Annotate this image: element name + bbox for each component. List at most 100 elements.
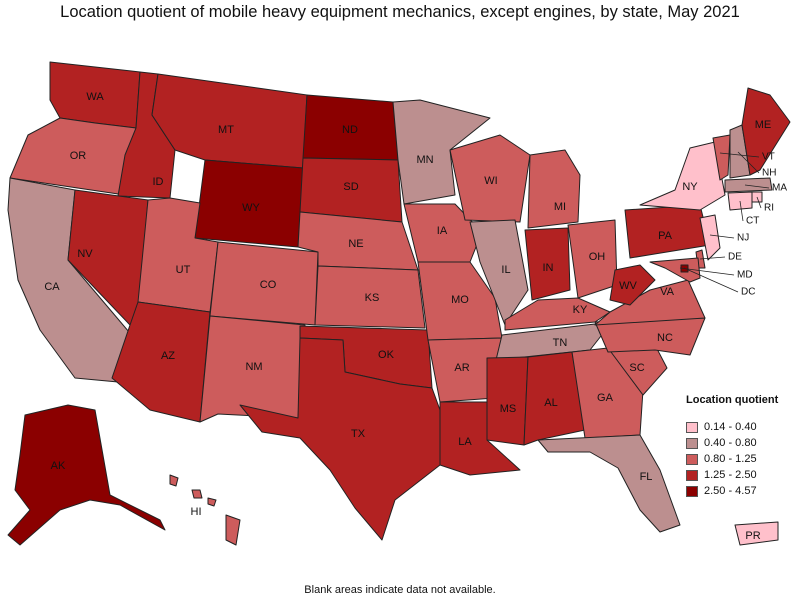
- state-ny: [639, 141, 726, 211]
- state-ks: [314, 265, 426, 329]
- label-leader-line: [699, 256, 726, 260]
- state-label-ks: KS: [365, 292, 380, 304]
- state-label-ky: KY: [573, 304, 588, 316]
- state-label-al: AL: [544, 397, 557, 409]
- state-hi: [169, 474, 241, 546]
- state-label-va: VA: [660, 286, 675, 298]
- state-label-az: AZ: [161, 350, 175, 362]
- map-title: Location quotient of mobile heavy equipm…: [60, 3, 740, 21]
- state-label-ar: AR: [454, 362, 469, 374]
- state-label-mi: MI: [554, 201, 566, 213]
- state-label-id: ID: [153, 176, 164, 188]
- state-label-mo: MO: [451, 294, 469, 306]
- state-label-in: IN: [543, 262, 554, 274]
- legend-item: 0.14 - 0.40: [686, 419, 796, 435]
- state-tx: [239, 337, 441, 541]
- state-mo: [417, 261, 503, 341]
- state-label-de: DE: [728, 252, 742, 263]
- state-ms: [486, 356, 529, 446]
- legend-item: 1.25 - 2.50: [686, 467, 796, 483]
- state-label-wa: WA: [86, 91, 104, 103]
- label-leader-line: [719, 152, 760, 158]
- state-label-ne: NE: [348, 238, 363, 250]
- state-label-ak: AK: [51, 460, 66, 472]
- legend-label: 0.40 - 0.80: [704, 437, 757, 449]
- label-leader-line: [739, 200, 744, 222]
- state-label-pr: PR: [745, 530, 760, 542]
- label-leader-line: [756, 196, 762, 209]
- legend-swatch: [686, 485, 698, 497]
- state-pr: [734, 521, 779, 546]
- legend-label: 2.50 - 4.57: [704, 485, 757, 497]
- state-label-wi: WI: [484, 175, 497, 187]
- state-label-co: CO: [260, 279, 277, 291]
- legend-label: 1.25 - 2.50: [704, 469, 757, 481]
- label-leader-line: [709, 234, 735, 239]
- state-label-ok: OK: [378, 349, 395, 361]
- state-label-mt: MT: [218, 124, 234, 136]
- state-shapes: [7, 61, 791, 546]
- legend-label: 0.80 - 1.25: [704, 453, 757, 465]
- state-label-nj: NJ: [737, 233, 749, 244]
- legend-label: 0.14 - 0.40: [704, 421, 757, 433]
- state-label-il: IL: [501, 264, 510, 276]
- state-labels: WA OR CA ID NV MT WY UT AZ CO NM ND SD NE KS OK TX MN IA MO…: [44, 91, 787, 542]
- legend-item: 0.80 - 1.25: [686, 451, 796, 467]
- legend-swatch: [686, 437, 698, 449]
- state-label-vt: VT: [762, 152, 775, 163]
- state-ma: [724, 177, 773, 193]
- state-mt: [151, 73, 308, 169]
- state-fl: [537, 434, 681, 533]
- state-in: [524, 227, 571, 301]
- state-label-tn: TN: [553, 337, 568, 349]
- state-label-sd: SD: [343, 181, 358, 193]
- state-label-nv: NV: [77, 248, 93, 260]
- state-wi: [449, 134, 531, 223]
- legend-swatch: [686, 453, 698, 465]
- state-label-wy: WY: [242, 202, 260, 214]
- label-leader-line: [679, 267, 735, 276]
- state-label-ct: CT: [746, 216, 759, 227]
- state-label-oh: OH: [589, 251, 606, 263]
- state-label-ms: MS: [500, 403, 517, 415]
- state-label-nm: NM: [245, 361, 262, 373]
- state-vt: [712, 134, 731, 181]
- state-label-sc: SC: [629, 362, 644, 374]
- state-mi: [527, 149, 581, 229]
- state-label-ga: GA: [597, 392, 614, 404]
- label-leader-line: [737, 151, 760, 174]
- state-label-ny: NY: [682, 181, 698, 193]
- legend-swatch: [686, 421, 698, 433]
- state-va: [594, 279, 706, 326]
- label-leader-line: [683, 267, 739, 293]
- state-label-fl: FL: [640, 471, 653, 483]
- state-label-mn: MN: [416, 154, 433, 166]
- state-label-ma: MA: [772, 183, 787, 194]
- legend-swatch: [686, 469, 698, 481]
- legend: Location quotient 0.14 - 0.40 0.40 - 0.8…: [686, 394, 796, 499]
- legend-item: 0.40 - 0.80: [686, 435, 796, 451]
- state-mn: [392, 99, 491, 205]
- state-wv: [609, 264, 656, 306]
- state-label-or: OR: [70, 150, 87, 162]
- state-label-dc: DC: [741, 287, 755, 298]
- state-label-tx: TX: [351, 428, 366, 440]
- state-label-ri: RI: [764, 203, 774, 214]
- state-label-hi: HI: [191, 506, 202, 518]
- state-il: [469, 219, 529, 326]
- state-label-wv: WV: [619, 280, 637, 292]
- state-label-nd: ND: [342, 124, 358, 136]
- state-label-nh: NH: [762, 168, 776, 179]
- state-label-me: ME: [755, 119, 772, 131]
- state-nj: [699, 214, 721, 261]
- label-leader-line: [744, 184, 770, 189]
- legend-title: Location quotient: [686, 394, 779, 406]
- state-label-md: MD: [737, 270, 753, 281]
- legend-item: 2.50 - 4.57: [686, 483, 796, 499]
- state-label-ia: IA: [437, 225, 448, 237]
- state-label-ca: CA: [44, 281, 60, 293]
- state-label-la: LA: [458, 436, 472, 448]
- state-label-ut: UT: [176, 264, 191, 276]
